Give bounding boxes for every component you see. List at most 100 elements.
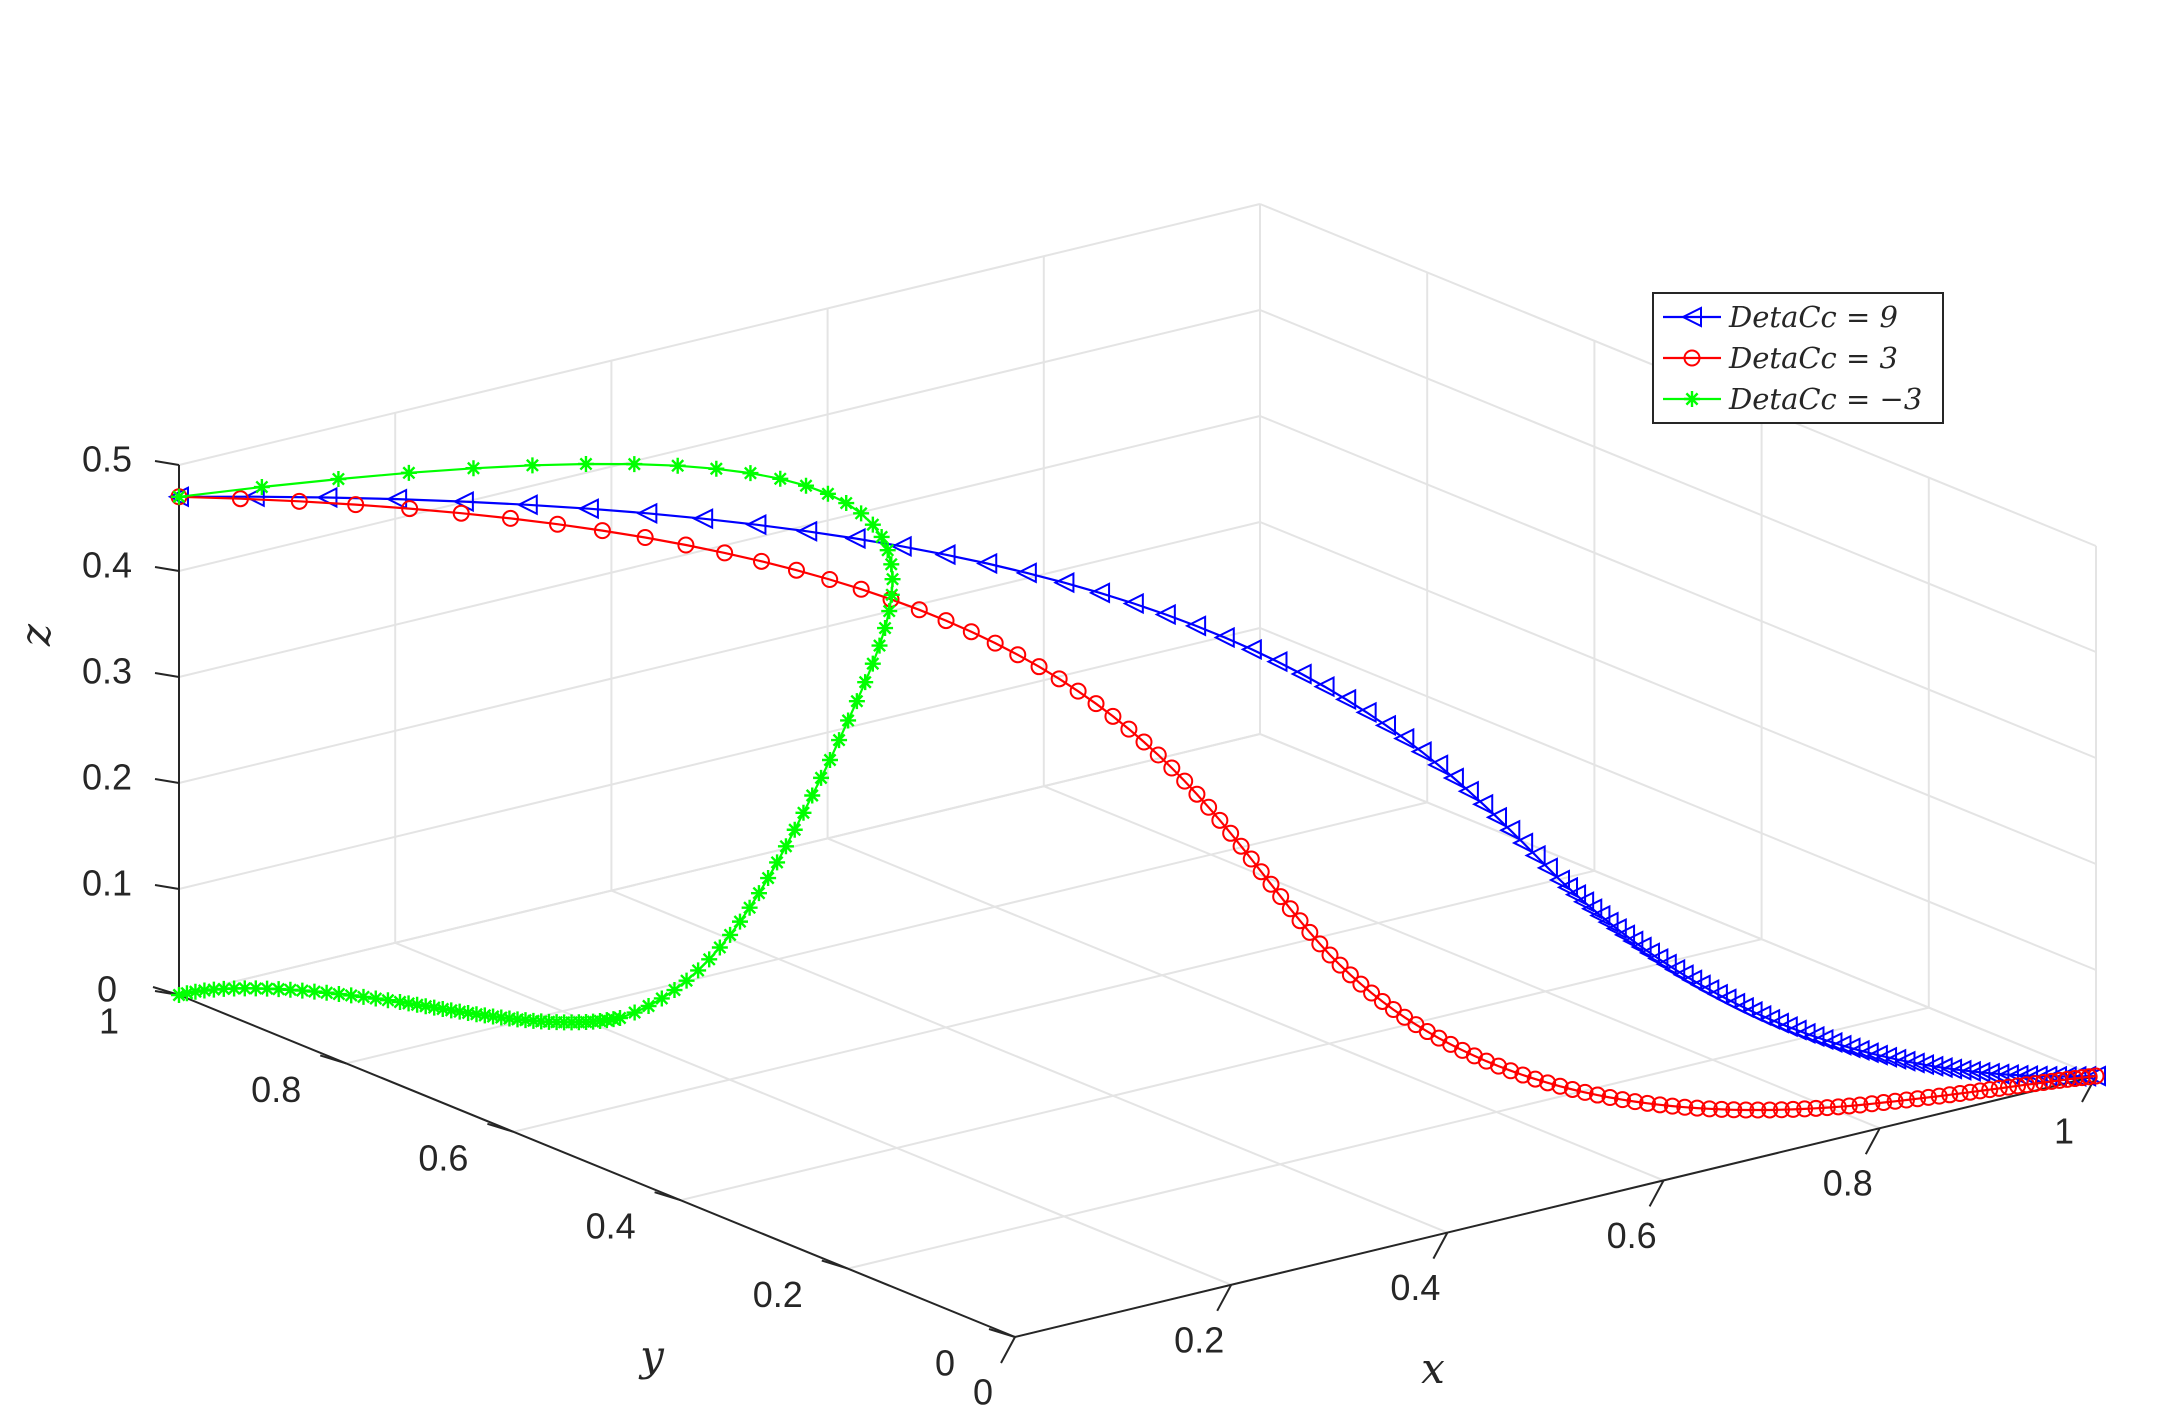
data-point bbox=[772, 470, 789, 487]
data-point bbox=[593, 522, 611, 540]
data-point bbox=[769, 854, 786, 871]
data-point bbox=[1683, 349, 1701, 367]
data-point bbox=[1605, 917, 1627, 940]
data-point bbox=[752, 552, 770, 570]
data-point bbox=[1120, 720, 1138, 738]
data-point bbox=[1184, 615, 1207, 637]
data-point bbox=[2009, 1077, 2027, 1095]
data-point bbox=[330, 986, 347, 1003]
data-point bbox=[1885, 1048, 1907, 1070]
data-point bbox=[626, 1004, 643, 1021]
y-tick-label: 0.4 bbox=[586, 1206, 636, 1247]
data-point bbox=[857, 674, 874, 691]
y-axis-title: y bbox=[638, 1331, 665, 1380]
data-point bbox=[871, 637, 888, 654]
data-point bbox=[1410, 741, 1432, 763]
y-tick-mark bbox=[319, 1054, 347, 1065]
z-tick-label: 0.5 bbox=[82, 439, 132, 480]
data-point bbox=[1990, 1079, 2008, 1097]
data-point bbox=[873, 528, 890, 545]
data-point bbox=[795, 520, 818, 542]
data-point bbox=[1564, 1080, 1582, 1098]
data-point bbox=[1784, 1100, 1802, 1118]
floor-grid-line bbox=[394, 941, 1232, 1286]
y-tick-label: 0.8 bbox=[251, 1069, 301, 1110]
data-point bbox=[443, 1002, 460, 1019]
data-point bbox=[1909, 1090, 1927, 1108]
data-point bbox=[741, 899, 758, 916]
x-tick-mark bbox=[1648, 1179, 1665, 1207]
z-tick-mark bbox=[154, 884, 180, 890]
data-point bbox=[1242, 850, 1260, 868]
data-point bbox=[1894, 1050, 1916, 1072]
data-point bbox=[787, 561, 805, 579]
data-point bbox=[786, 821, 803, 838]
data-point bbox=[848, 693, 865, 710]
data-point bbox=[1851, 1096, 1869, 1114]
data-point bbox=[1556, 876, 1579, 899]
data-point bbox=[290, 492, 308, 510]
data-point bbox=[1373, 992, 1391, 1010]
data-point bbox=[1581, 898, 1603, 920]
data-point bbox=[1015, 562, 1037, 584]
z-tick-label: 0.2 bbox=[82, 757, 132, 798]
legend-label: DetaCc = −3 bbox=[1728, 382, 1922, 416]
data-point bbox=[1188, 785, 1206, 803]
data-point bbox=[215, 980, 232, 997]
data-point bbox=[1341, 966, 1359, 984]
axis-layer: 00.20.40.60.8100.20.40.60.8100.10.20.30.… bbox=[11, 439, 2097, 1413]
data-point bbox=[1355, 701, 1377, 723]
series-line bbox=[178, 495, 2097, 1112]
data-point bbox=[890, 535, 912, 557]
data-point bbox=[1252, 863, 1270, 881]
data-point bbox=[1524, 844, 1546, 867]
wall-grid-line bbox=[1259, 415, 2097, 759]
data-point bbox=[1426, 754, 1449, 776]
data-point bbox=[844, 527, 866, 550]
data-point bbox=[1601, 1088, 1619, 1106]
data-point bbox=[1829, 1098, 1847, 1116]
floor-grid-line bbox=[680, 938, 1762, 1202]
data-point bbox=[501, 509, 519, 527]
x-axis-title: x bbox=[1421, 1344, 1445, 1393]
data-point bbox=[690, 962, 707, 979]
data-point bbox=[524, 457, 541, 474]
data-point bbox=[434, 1000, 451, 1017]
data-point bbox=[231, 490, 249, 508]
data-point bbox=[1807, 1099, 1825, 1117]
data-point bbox=[1749, 1101, 1767, 1119]
data-point bbox=[1919, 1088, 1937, 1106]
data-point bbox=[493, 1009, 510, 1026]
data-point bbox=[1857, 1042, 1879, 1064]
data-point bbox=[1222, 824, 1240, 842]
data-point bbox=[1912, 1054, 1935, 1076]
data-point bbox=[677, 536, 695, 554]
data-point bbox=[937, 612, 955, 630]
data-point bbox=[1213, 626, 1235, 649]
series-line bbox=[178, 495, 2097, 1078]
data-point bbox=[1839, 1037, 1861, 1059]
data-point bbox=[1614, 1091, 1632, 1109]
data-point bbox=[1087, 695, 1105, 713]
data-point bbox=[716, 544, 734, 562]
data-point bbox=[1969, 1061, 1991, 1083]
data-point bbox=[1931, 1057, 1953, 1079]
data-point bbox=[750, 885, 767, 902]
data-point bbox=[795, 804, 812, 821]
y-axis-line bbox=[178, 994, 1016, 1338]
data-point bbox=[1922, 1055, 1944, 1077]
x-tick-mark bbox=[1216, 1284, 1233, 1312]
series-3 bbox=[171, 455, 901, 1031]
z-tick-mark bbox=[154, 566, 180, 572]
data-point bbox=[1266, 651, 1288, 673]
data-point bbox=[2087, 1067, 2105, 1085]
data-point bbox=[1676, 1098, 1694, 1116]
wall-grid-line bbox=[178, 627, 1261, 890]
data-point bbox=[2007, 1064, 2029, 1086]
data-point bbox=[1069, 682, 1087, 700]
floor-grid-line bbox=[827, 837, 1664, 1182]
data-point bbox=[1821, 1031, 1843, 1054]
data-point bbox=[171, 987, 187, 1003]
data-point bbox=[864, 655, 881, 672]
wall-grid-line bbox=[1259, 627, 2097, 971]
